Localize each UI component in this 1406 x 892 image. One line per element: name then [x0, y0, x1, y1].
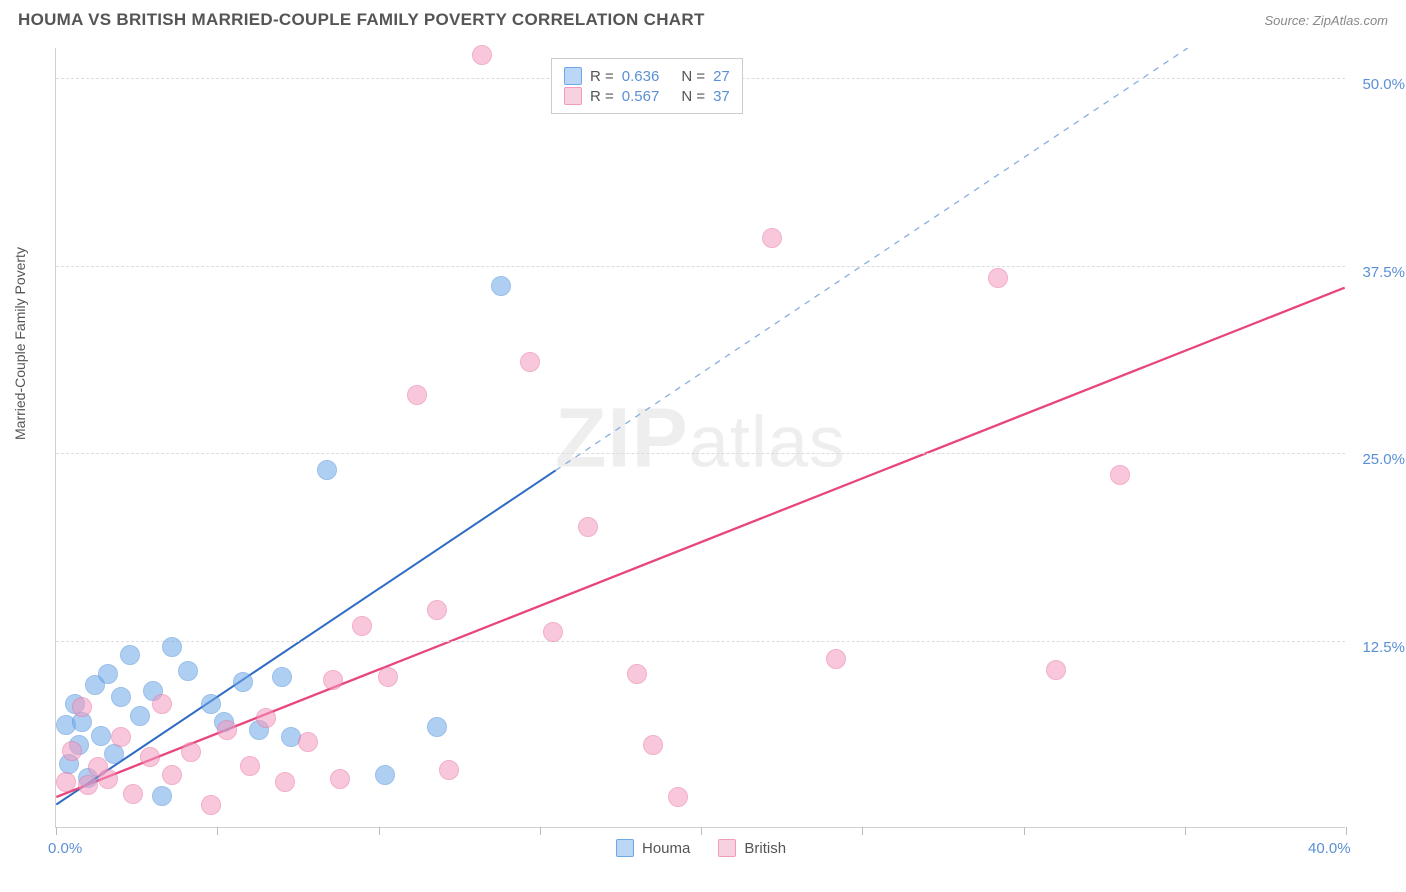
legend-swatch [564, 87, 582, 105]
data-point [98, 664, 118, 684]
n-value: 27 [713, 68, 730, 85]
data-point [491, 276, 511, 296]
data-point [123, 784, 143, 804]
watermark-zip: ZIP [555, 390, 689, 484]
gridline [56, 641, 1345, 642]
x-tick-label: 40.0% [1308, 840, 1351, 857]
x-tick [1346, 827, 1347, 835]
r-value: 0.567 [622, 88, 660, 105]
legend-item: British [718, 839, 786, 857]
data-point [162, 765, 182, 785]
x-tick [1024, 827, 1025, 835]
data-point [627, 664, 647, 684]
y-axis-label: Married-Couple Family Poverty [12, 247, 28, 440]
legend-label: British [744, 840, 786, 857]
data-point [130, 706, 150, 726]
series-legend: Houma British [616, 839, 786, 857]
x-tick [217, 827, 218, 835]
data-point [298, 732, 318, 752]
data-point [378, 667, 398, 687]
data-point [178, 661, 198, 681]
data-point [988, 268, 1008, 288]
data-point [152, 694, 172, 714]
chart-source: Source: ZipAtlas.com [1264, 13, 1388, 28]
x-tick [701, 827, 702, 835]
data-point [1046, 660, 1066, 680]
y-tick-label: 37.5% [1362, 264, 1405, 281]
data-point [1110, 465, 1130, 485]
data-point [217, 720, 237, 740]
data-point [439, 760, 459, 780]
data-point [352, 616, 372, 636]
data-point [140, 747, 160, 767]
x-tick [862, 827, 863, 835]
legend-row: R = 0.567 N = 37 [564, 87, 730, 105]
y-tick-label: 25.0% [1362, 451, 1405, 468]
gridline [56, 453, 1345, 454]
data-point [427, 717, 447, 737]
gridline [56, 266, 1345, 267]
data-point [427, 600, 447, 620]
n-label: N = [681, 68, 705, 85]
data-point [120, 645, 140, 665]
data-point [201, 694, 221, 714]
x-tick [379, 827, 380, 835]
chart-plot-area: ZIPatlas 12.5%25.0%37.5%50.0%0.0%40.0%R … [55, 48, 1345, 828]
data-point [62, 741, 82, 761]
legend-swatch [616, 839, 634, 857]
data-point [78, 775, 98, 795]
legend-swatch [564, 67, 582, 85]
data-point [256, 708, 276, 728]
data-point [472, 45, 492, 65]
data-point [275, 772, 295, 792]
x-tick-label: 0.0% [48, 840, 82, 857]
legend-row: R = 0.636 N = 27 [564, 67, 730, 85]
data-point [330, 769, 350, 789]
y-tick-label: 12.5% [1362, 639, 1405, 656]
data-point [162, 637, 182, 657]
legend-item: Houma [616, 839, 690, 857]
data-point [272, 667, 292, 687]
data-point [543, 622, 563, 642]
n-label: N = [681, 88, 705, 105]
y-tick-label: 50.0% [1362, 76, 1405, 93]
chart-title: HOUMA VS BRITISH MARRIED-COUPLE FAMILY P… [18, 10, 705, 30]
data-point [578, 517, 598, 537]
data-point [91, 726, 111, 746]
x-tick [540, 827, 541, 835]
data-point [111, 727, 131, 747]
data-point [240, 756, 260, 776]
r-label: R = [590, 68, 614, 85]
data-point [668, 787, 688, 807]
data-point [233, 672, 253, 692]
watermark: ZIPatlas [555, 389, 846, 486]
chart-header: HOUMA VS BRITISH MARRIED-COUPLE FAMILY P… [0, 0, 1406, 38]
data-point [375, 765, 395, 785]
r-value: 0.636 [622, 68, 660, 85]
legend-label: Houma [642, 840, 690, 857]
data-point [152, 786, 172, 806]
data-point [520, 352, 540, 372]
data-point [317, 460, 337, 480]
watermark-atlas: atlas [689, 402, 846, 482]
data-point [643, 735, 663, 755]
data-point [323, 670, 343, 690]
data-point [56, 772, 76, 792]
data-point [98, 769, 118, 789]
r-label: R = [590, 88, 614, 105]
data-point [72, 697, 92, 717]
data-point [407, 385, 427, 405]
data-point [826, 649, 846, 669]
x-tick [1185, 827, 1186, 835]
data-point [111, 687, 131, 707]
x-tick [56, 827, 57, 835]
legend-swatch [718, 839, 736, 857]
n-value: 37 [713, 88, 730, 105]
data-point [762, 228, 782, 248]
regression-lines [56, 48, 1345, 827]
data-point [181, 742, 201, 762]
data-point [201, 795, 221, 815]
correlation-legend: R = 0.636 N = 27 R = 0.567 N = 37 [551, 58, 743, 114]
